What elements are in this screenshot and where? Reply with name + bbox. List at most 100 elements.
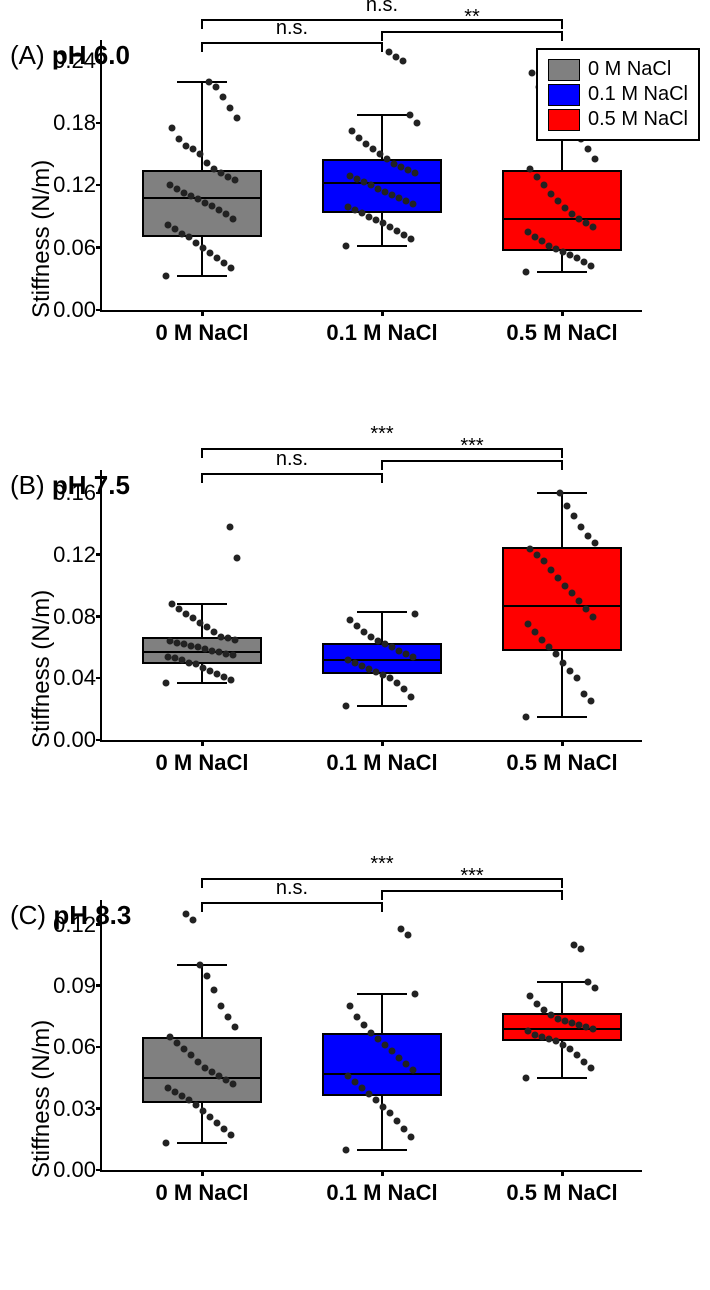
sig-bracket-drop (201, 42, 203, 52)
data-point (569, 590, 576, 597)
data-point (366, 1091, 373, 1098)
boxplot-median (502, 218, 622, 220)
data-point (380, 1103, 387, 1110)
data-point (207, 249, 214, 256)
whisker-cap (177, 275, 227, 277)
panel: (C) pH 8.3Stiffness (N/m)0.000.030.060.0… (0, 900, 710, 1290)
whisker-cap (357, 611, 407, 613)
sig-label: n.s. (366, 0, 398, 17)
sig-bracket-drop (561, 448, 563, 458)
data-point (232, 636, 239, 643)
data-point (204, 159, 211, 166)
data-point (343, 1146, 350, 1153)
data-point (546, 644, 553, 651)
data-point (207, 667, 214, 674)
data-point (571, 513, 578, 520)
data-point (373, 216, 380, 223)
data-point (539, 238, 546, 245)
data-point (541, 558, 548, 565)
data-point (581, 259, 588, 266)
sig-bracket-drop (381, 31, 383, 41)
data-point (527, 993, 534, 1000)
data-point (534, 551, 541, 558)
sig-bracket-drop (201, 878, 203, 888)
ytick-label: 0.06 (53, 235, 96, 261)
data-point (347, 616, 354, 623)
legend-label: 0.1 M NaCl (588, 83, 688, 106)
data-point (525, 1027, 532, 1034)
data-point (410, 1066, 417, 1073)
xtick (381, 310, 384, 316)
data-point (363, 140, 370, 147)
ytick-label: 0.12 (53, 912, 96, 938)
xtick (561, 1170, 564, 1176)
data-point (230, 1081, 237, 1088)
legend-item: 0.1 M NaCl (548, 83, 688, 106)
data-point (560, 1042, 567, 1049)
boxplot-box (502, 1013, 622, 1042)
ytick-label: 0.08 (53, 604, 96, 630)
data-point (232, 1023, 239, 1030)
data-point (193, 661, 200, 668)
data-point (163, 1140, 170, 1147)
data-point (195, 644, 202, 651)
xtick-label: 0 M NaCl (156, 320, 249, 346)
data-point (165, 1085, 172, 1092)
data-point (354, 176, 361, 183)
data-point (188, 642, 195, 649)
data-point (523, 1074, 530, 1081)
data-point (403, 1060, 410, 1067)
ytick (96, 1046, 102, 1049)
data-point (220, 94, 227, 101)
data-point (361, 179, 368, 186)
data-point (380, 672, 387, 679)
sig-bracket (202, 19, 562, 21)
data-point (190, 615, 197, 622)
data-point (227, 524, 234, 531)
data-point (370, 146, 377, 153)
sig-bracket (202, 448, 562, 450)
data-point (368, 1029, 375, 1036)
sig-bracket-drop (201, 473, 203, 483)
data-point (366, 213, 373, 220)
y-axis-label: Stiffness (N/m) (28, 589, 56, 747)
xtick-label: 0.1 M NaCl (326, 750, 437, 776)
boxplot-median (142, 1077, 262, 1079)
data-point (354, 622, 361, 629)
panel: (B) pH 7.5Stiffness (N/m)0.000.040.080.1… (0, 470, 710, 860)
data-point (541, 1007, 548, 1014)
data-point (548, 1011, 555, 1018)
whisker-cap (357, 705, 407, 707)
data-point (218, 169, 225, 176)
sig-bracket (382, 460, 562, 462)
data-point (523, 713, 530, 720)
ytick (96, 1169, 102, 1172)
data-point (188, 192, 195, 199)
data-point (541, 182, 548, 189)
data-point (386, 49, 393, 56)
data-point (214, 1119, 221, 1126)
data-point (527, 165, 534, 172)
data-point (585, 978, 592, 985)
data-point (209, 647, 216, 654)
data-point (183, 911, 190, 918)
sig-bracket-drop (381, 890, 383, 900)
data-point (553, 1038, 560, 1045)
data-point (227, 104, 234, 111)
data-point (214, 670, 221, 677)
data-point (174, 639, 181, 646)
figure: 0 M NaCl 0.1 M NaCl 0.5 M NaCl (A) pH 6.… (0, 40, 710, 1290)
data-point (174, 185, 181, 192)
data-point (373, 1097, 380, 1104)
data-point (585, 533, 592, 540)
data-point (569, 211, 576, 218)
whisker (561, 493, 563, 547)
whisker-cap (537, 716, 587, 718)
data-point (209, 203, 216, 210)
data-point (174, 1040, 181, 1047)
sig-bracket-drop (381, 473, 383, 483)
sig-label: *** (460, 435, 483, 458)
data-point (590, 613, 597, 620)
ytick-label: 0.00 (53, 1157, 96, 1183)
data-point (532, 234, 539, 241)
